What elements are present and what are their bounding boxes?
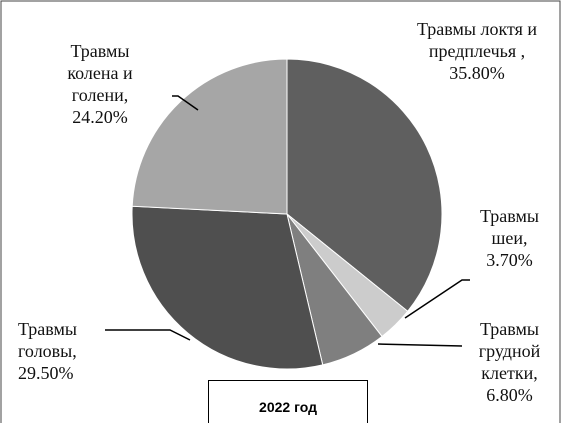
category: Травмы грудной клетки, — [478, 319, 541, 383]
pie-slice — [131, 205, 324, 370]
leader-line — [105, 329, 191, 341]
value-label: 3.70% — [486, 250, 533, 270]
category: Травмы головы, — [18, 319, 77, 361]
slice-label: Травмы колена и голени, 24.20% — [50, 40, 150, 128]
chart-title: 2022 год — [208, 380, 368, 423]
value-label: 24.20% — [72, 107, 128, 127]
slice-label: Травмы шеи, 3.70% — [462, 205, 557, 271]
slice-label: Травмы головы, 29.50% — [18, 318, 113, 384]
value-label: 6.80% — [486, 385, 533, 405]
category: Травмы колена и голени, — [67, 41, 133, 105]
pie-slice — [286, 58, 443, 312]
slices — [131, 58, 443, 370]
slice-label: Травмы локтя и предплечья , 35.80% — [412, 18, 542, 84]
leader-line — [377, 343, 463, 347]
value-label: 29.50% — [18, 363, 74, 383]
value-label: 35.80% — [449, 63, 505, 83]
slice-label: Травмы грудной клетки, 6.80% — [462, 318, 557, 406]
category: Травмы локтя и предплечья , — [416, 19, 537, 61]
leader-line — [404, 279, 470, 319]
leader-line — [172, 95, 199, 111]
category: Травмы шеи, — [480, 206, 539, 248]
pie-slice — [131, 58, 288, 215]
